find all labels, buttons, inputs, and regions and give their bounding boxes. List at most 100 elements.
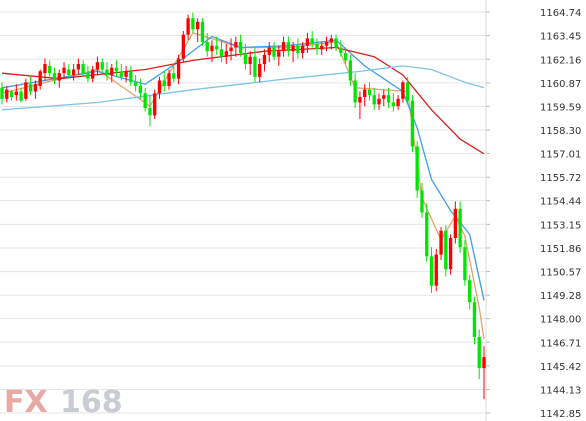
candle <box>100 58 104 74</box>
candle <box>9 89 14 101</box>
candle <box>52 67 57 85</box>
candle <box>401 80 405 103</box>
candle-body <box>267 47 271 55</box>
candle <box>71 64 76 81</box>
candle-body <box>57 73 61 81</box>
candle <box>391 93 395 112</box>
candle-body <box>367 89 372 96</box>
candle <box>219 40 224 63</box>
candle-body <box>458 208 462 248</box>
candle-body <box>138 86 143 94</box>
candle <box>172 64 176 83</box>
candle <box>210 40 214 63</box>
candle-body <box>258 64 262 77</box>
candle-body <box>281 42 286 52</box>
candle-body <box>310 38 314 44</box>
candle <box>133 75 138 92</box>
candle-body <box>238 42 243 54</box>
candle <box>420 183 424 218</box>
candle <box>195 18 200 43</box>
candle-body <box>14 91 18 96</box>
watermark-fx: FX <box>4 385 48 420</box>
candlesticks <box>0 12 486 400</box>
candle <box>410 95 415 152</box>
candle-body <box>100 62 104 70</box>
candle-body <box>114 67 119 72</box>
candle-body <box>110 67 114 76</box>
candle <box>81 60 85 77</box>
candle <box>277 45 281 66</box>
candle-body <box>434 254 438 286</box>
candle <box>315 38 319 55</box>
candle-body <box>482 357 486 369</box>
candle <box>353 73 357 108</box>
candle <box>176 54 181 85</box>
candle <box>129 65 133 87</box>
candle <box>396 95 400 110</box>
candle-body <box>172 73 176 79</box>
candle-body <box>243 53 248 65</box>
candle <box>425 203 429 262</box>
y-tick-label: 1150.57 <box>540 268 581 279</box>
candle-body <box>386 95 391 103</box>
candle-body <box>119 71 123 77</box>
candle-body <box>305 38 310 46</box>
candle <box>67 64 71 79</box>
candle-body <box>415 146 419 191</box>
candle <box>272 42 276 61</box>
candle-body <box>253 56 257 77</box>
candle <box>324 36 329 52</box>
candle-body <box>153 93 157 116</box>
candle-body <box>71 69 76 76</box>
y-tick-label: 1149.28 <box>540 291 581 302</box>
candle-body <box>43 64 47 74</box>
candle <box>181 31 186 63</box>
candle <box>138 78 143 99</box>
candle-body <box>262 54 267 65</box>
candle-body <box>234 42 238 48</box>
candle-body <box>277 51 281 57</box>
candle-body <box>468 280 472 303</box>
y-tick-label: 1142.85 <box>540 409 581 420</box>
candle-body <box>286 42 291 52</box>
candle-body <box>224 51 228 57</box>
candle-body <box>391 102 395 107</box>
candle-body <box>215 45 219 50</box>
candle <box>429 247 434 294</box>
y-tick-label: 1163.45 <box>540 32 581 43</box>
candle <box>110 64 114 83</box>
candle <box>291 42 295 63</box>
candle-body <box>91 69 95 79</box>
candle <box>114 60 119 77</box>
y-tick-label: 1146.71 <box>540 338 581 349</box>
candle <box>448 234 453 275</box>
candle <box>382 89 386 107</box>
candle <box>57 69 61 88</box>
candle-body <box>315 43 319 50</box>
candle-body <box>67 69 71 76</box>
candle-body <box>28 84 33 92</box>
candle-body <box>300 45 305 54</box>
candle <box>248 51 252 76</box>
candle-body <box>410 100 415 147</box>
candle-body <box>439 230 443 255</box>
candle-body <box>329 38 333 43</box>
candle-body <box>38 71 42 87</box>
candle-body <box>9 91 14 97</box>
y-tick-label: 1157.01 <box>540 150 581 161</box>
candle <box>95 56 100 76</box>
candle <box>162 71 166 92</box>
candle <box>186 14 190 41</box>
candle <box>334 34 338 52</box>
candle <box>367 82 372 101</box>
candle <box>453 201 458 244</box>
y-tick-label: 1162.16 <box>540 55 581 66</box>
candle-body <box>205 42 209 52</box>
candle <box>28 75 33 96</box>
y-tick-label: 1164.74 <box>540 8 581 19</box>
candle-body <box>62 67 66 74</box>
candle <box>415 140 419 198</box>
candle-body <box>33 84 38 92</box>
candle-body <box>463 247 467 281</box>
